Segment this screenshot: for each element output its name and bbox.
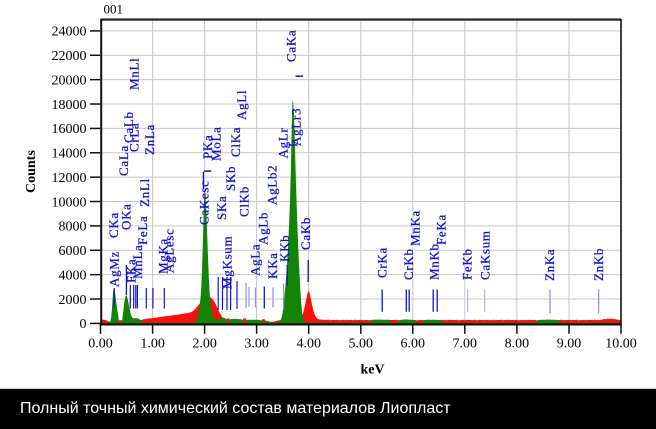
- svg-text:8000: 8000: [59, 220, 87, 235]
- svg-text:SKb: SKb: [223, 166, 238, 191]
- svg-text:8.00: 8.00: [505, 337, 530, 352]
- svg-text:Полный точный химический соста: Полный точный химический состав материал…: [20, 400, 451, 417]
- svg-text:KKa: KKa: [265, 252, 280, 279]
- svg-text:AgLesc: AgLesc: [162, 228, 177, 273]
- svg-text:10000: 10000: [52, 195, 87, 210]
- svg-text:1.00: 1.00: [140, 337, 165, 352]
- svg-text:PKa: PKa: [200, 135, 215, 160]
- svg-text:6.00: 6.00: [401, 337, 426, 352]
- svg-text:CrLa: CrLa: [127, 122, 142, 152]
- svg-text:0.00: 0.00: [88, 337, 113, 352]
- svg-text:001: 001: [104, 2, 124, 17]
- svg-text:AgLl: AgLl: [234, 90, 249, 120]
- svg-text:CaKa: CaKa: [283, 30, 298, 62]
- svg-text:9.00: 9.00: [557, 337, 582, 352]
- svg-text:CrKb: CrKb: [401, 248, 416, 280]
- svg-text:MnLa: MnLa: [130, 244, 145, 279]
- svg-text:keV: keV: [360, 363, 384, 378]
- svg-text:MgKsum: MgKsum: [220, 236, 235, 289]
- svg-text:7.00: 7.00: [453, 337, 478, 352]
- svg-text:ZnKb: ZnKb: [591, 248, 606, 281]
- svg-text:6000: 6000: [59, 244, 87, 259]
- svg-text:16000: 16000: [52, 122, 87, 137]
- svg-text:Counts: Counts: [24, 150, 39, 193]
- svg-text:0: 0: [80, 317, 87, 332]
- svg-text:CaKsum: CaKsum: [478, 230, 493, 280]
- svg-text:5.00: 5.00: [349, 337, 374, 352]
- svg-text:ClKa: ClKa: [228, 127, 243, 157]
- svg-text:AgMz: AgMz: [107, 251, 122, 287]
- svg-text:3.00: 3.00: [244, 337, 269, 352]
- svg-text:CaLa: CaLa: [116, 145, 131, 176]
- svg-text:CaKesc: CaKesc: [197, 180, 212, 225]
- svg-text:MoLa: MoLa: [209, 126, 224, 161]
- svg-text:AgLa: AgLa: [248, 244, 263, 276]
- svg-text:AgLr: AgLr: [276, 128, 291, 159]
- svg-text:12000: 12000: [52, 171, 87, 186]
- svg-text:MnKa: MnKa: [408, 210, 423, 246]
- svg-text:MgKa: MgKa: [156, 238, 171, 274]
- svg-text:CaKb: CaKb: [298, 217, 313, 250]
- svg-text:20000: 20000: [52, 73, 87, 88]
- svg-text:ClKb: ClKb: [237, 186, 252, 217]
- svg-text:14000: 14000: [52, 147, 87, 162]
- svg-text:CrKa: CrKa: [375, 247, 390, 278]
- svg-text:SKa: SKa: [214, 196, 229, 221]
- svg-text:10.00: 10.00: [605, 337, 637, 352]
- svg-text:2000: 2000: [59, 293, 87, 308]
- svg-text:ZnLa: ZnLa: [142, 124, 157, 155]
- svg-text:CaLb: CaLb: [121, 111, 136, 143]
- svg-text:FeLa: FeLa: [135, 215, 150, 245]
- svg-text:4000: 4000: [59, 268, 87, 283]
- svg-text:CKa: CKa: [106, 212, 121, 238]
- svg-text:ZnKa: ZnKa: [542, 249, 557, 281]
- svg-text:KKb: KKb: [277, 235, 292, 262]
- svg-text:AgLb: AgLb: [256, 212, 271, 245]
- svg-text:OKa: OKa: [119, 203, 134, 230]
- svg-text:FKa: FKa: [124, 259, 139, 284]
- svg-text:FeKb: FeKb: [460, 248, 475, 280]
- svg-text:MnLl: MnLl: [127, 58, 142, 90]
- svg-text:AgLb2: AgLb2: [264, 165, 279, 205]
- svg-text:MnKb: MnKb: [427, 243, 442, 280]
- svg-text:AgLr3: AgLr3: [289, 108, 304, 146]
- svg-text:18000: 18000: [52, 98, 87, 113]
- svg-text:24000: 24000: [52, 25, 87, 40]
- svg-text:2.00: 2.00: [192, 337, 217, 352]
- svg-text:ZnLl: ZnLl: [137, 178, 152, 207]
- svg-text:FeKa: FeKa: [434, 214, 449, 245]
- svg-text:22000: 22000: [52, 49, 87, 64]
- svg-text:4.00: 4.00: [296, 337, 321, 352]
